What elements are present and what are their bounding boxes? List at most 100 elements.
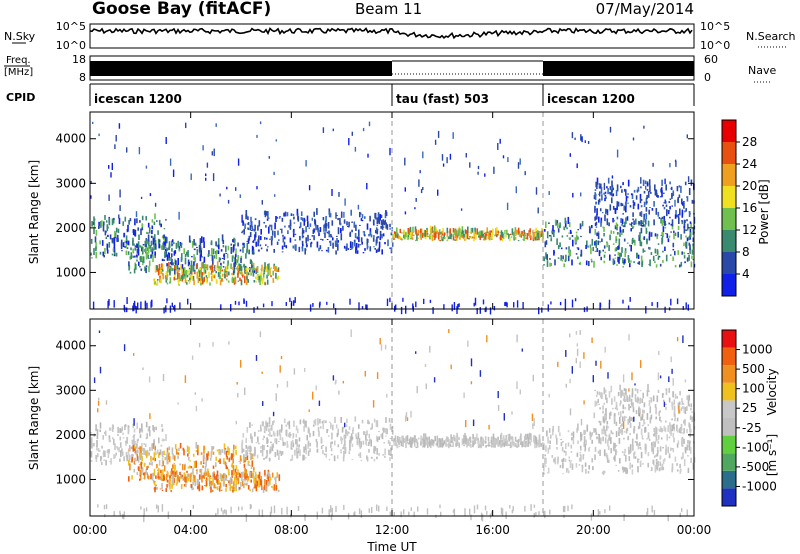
scatter-cell: [606, 218, 609, 226]
scatter-cell: [140, 255, 142, 263]
scatter-cell: [385, 417, 387, 423]
scatter-cell: [214, 486, 217, 489]
scatter-cell: [197, 449, 199, 456]
scatter-cell: [156, 279, 159, 286]
scatter-cell: [634, 394, 637, 401]
scatter-cell: [556, 457, 559, 465]
scatter-speckle: [616, 149, 619, 158]
scatter-cell: [644, 180, 647, 185]
scatter-cell: [97, 453, 99, 457]
scatter-cell: [511, 228, 514, 235]
scatter-speckle: [293, 368, 296, 375]
scatter-cell: [654, 426, 657, 433]
scatter-cell: [686, 237, 689, 242]
scatter-speckle: [261, 371, 263, 374]
scatter-cell: [541, 238, 544, 241]
scatter-cell: [198, 244, 201, 252]
scatter-cell: [281, 437, 284, 442]
scatter-speckle: [135, 211, 138, 218]
scatter-cell: [294, 244, 296, 250]
scatter-cell: [212, 465, 215, 469]
scatter-cell: [530, 437, 533, 442]
scatter-speckle-ground: [360, 510, 363, 519]
scatter-cell: [327, 247, 330, 253]
scatter-cell: [146, 433, 148, 439]
scatter-cell: [283, 236, 286, 240]
scatter-cell: [135, 263, 137, 270]
scatter-cell: [313, 420, 316, 424]
scatter-cell: [292, 245, 295, 249]
scatter-speckle: [362, 127, 365, 132]
scatter-speckle-ground: [400, 511, 402, 518]
scatter-cell: [129, 463, 131, 471]
colorbar-swatch: [722, 435, 736, 454]
scatter-cell: [222, 245, 225, 248]
scatter-cell: [321, 239, 324, 241]
scatter-cell: [332, 424, 334, 431]
scatter-cell: [689, 415, 692, 420]
scatter-cell: [621, 247, 623, 253]
scatter-speckle: [108, 194, 110, 201]
scatter-cell: [436, 440, 439, 447]
scatter-cell: [463, 434, 465, 442]
scatter-cell: [204, 466, 207, 473]
scatter-cell: [662, 447, 664, 449]
scatter-cell: [225, 245, 227, 253]
x-tick-label: 00:00: [73, 523, 108, 537]
scatter-cell: [632, 212, 634, 217]
scatter-cell: [266, 274, 268, 279]
scatter-cell: [140, 228, 142, 236]
scatter-cell: [561, 235, 564, 238]
scatter-cell: [680, 185, 682, 193]
scatter-cell: [622, 229, 625, 233]
scatter-cell: [636, 388, 639, 394]
scatter-cell: [603, 254, 606, 258]
scatter-cell: [639, 460, 642, 468]
scatter-cell: [309, 442, 311, 447]
scatter-cell: [389, 423, 392, 430]
scatter-cell: [433, 440, 435, 444]
scatter-cell: [95, 242, 97, 250]
scatter-speckle: [506, 202, 509, 210]
scatter-cell: [496, 227, 498, 234]
scatter-cell: [260, 247, 263, 250]
scatter-speckle-ground: [105, 504, 108, 509]
scatter-cell: [671, 205, 673, 207]
scatter-cell: [536, 237, 538, 239]
scatter-cell: [286, 422, 289, 425]
scatter-cell: [495, 440, 498, 445]
scatter-cell: [586, 426, 588, 432]
scatter-cell: [136, 254, 138, 258]
scatter-cell: [153, 426, 155, 433]
scatter-cell: [310, 242, 312, 248]
scatter-cell: [615, 464, 617, 466]
scatter-cell: [452, 236, 455, 241]
scatter-cell: [178, 269, 180, 272]
scatter-cell: [615, 222, 618, 227]
scatter-cell: [217, 265, 220, 269]
scatter-cell: [153, 439, 155, 446]
scatter-cell: [96, 445, 98, 451]
scatter-cell: [608, 245, 610, 251]
scatter-cell: [313, 235, 315, 241]
scatter-cell: [247, 272, 250, 276]
scatter-cell: [577, 229, 579, 231]
scatter-cell: [565, 443, 567, 450]
scatter-cell: [662, 204, 664, 207]
scatter-cell: [535, 441, 538, 448]
scatter-cell: [649, 259, 651, 267]
scatter-cell: [199, 469, 202, 473]
scatter-speckle: [535, 187, 538, 195]
scatter-cell: [561, 259, 564, 262]
scatter-speckle-ground: [335, 505, 337, 513]
scatter-cell: [252, 228, 254, 231]
scatter-cell: [118, 446, 120, 453]
scatter-cell: [486, 231, 489, 233]
scatter-speckle: [583, 352, 585, 359]
scatter-cell: [465, 435, 467, 442]
scatter-cell: [90, 460, 93, 462]
scatter-cell: [355, 243, 358, 248]
scatter-cell: [683, 255, 686, 259]
scatter-cell: [111, 238, 114, 243]
scatter-cell: [609, 254, 611, 261]
